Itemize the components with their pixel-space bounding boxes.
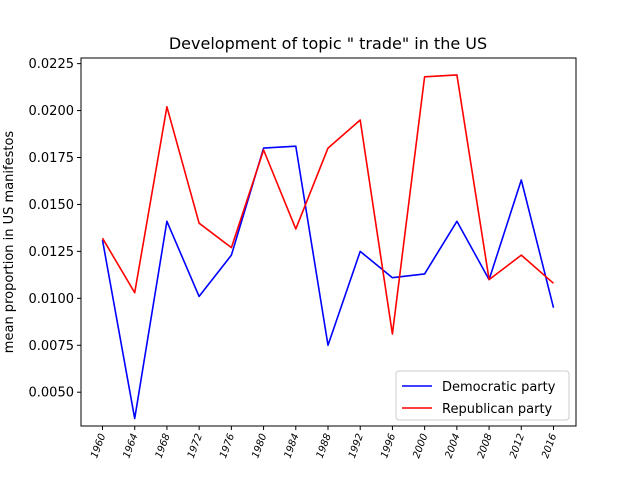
y-tick-label: 0.0125 bbox=[29, 245, 75, 260]
y-axis-label: mean proportion in US manifestos bbox=[2, 131, 17, 354]
y-tick-label: 0.0150 bbox=[29, 198, 75, 213]
plot-series-group bbox=[101, 74, 555, 420]
chart-title: Development of topic " trade" in the US bbox=[169, 34, 487, 53]
y-tick-label: 0.0050 bbox=[29, 386, 75, 401]
legend-label-republican: Republican party bbox=[442, 402, 553, 417]
y-tick-label: 0.0175 bbox=[29, 151, 75, 166]
series-line-republican bbox=[101, 74, 555, 335]
y-tick-label: 0.0075 bbox=[29, 339, 75, 354]
series-line-democratic bbox=[101, 145, 555, 420]
y-tick-label: 0.0100 bbox=[29, 292, 75, 307]
y-tick-label: 0.0200 bbox=[29, 104, 75, 119]
y-axis-ticks: 0.0050 0.0075 0.0100 0.0125 0.0150 0.0175 0.02… bbox=[29, 57, 81, 401]
legend-box bbox=[395, 370, 570, 421]
y-tick-label: 0.0225 bbox=[29, 57, 75, 72]
legend: Democratic party Republican party bbox=[395, 370, 570, 421]
plot-area-frame bbox=[80, 57, 577, 427]
legend-label-democratic: Democratic party bbox=[442, 380, 556, 395]
